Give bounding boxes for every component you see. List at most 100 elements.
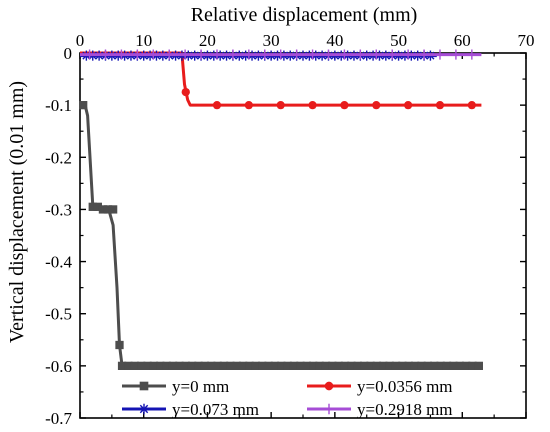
data-point-shape — [137, 361, 146, 370]
data-point — [387, 49, 398, 60]
data-point — [315, 361, 324, 370]
data-point — [243, 49, 254, 60]
data-point — [379, 361, 388, 370]
data-point — [270, 361, 280, 370]
data-point-shape — [115, 340, 124, 350]
data-point-shape — [194, 361, 203, 370]
data-point-shape — [149, 361, 159, 370]
legend-swatch-marker — [139, 381, 149, 391]
data-point-shape — [347, 361, 356, 370]
data-point-shape — [430, 361, 439, 370]
data-point — [430, 361, 439, 370]
data-point — [238, 361, 248, 370]
data-point — [334, 361, 343, 370]
data-point — [466, 49, 477, 60]
data-point-shape — [340, 101, 349, 110]
data-point-shape — [103, 205, 113, 214]
data-point-shape — [283, 361, 292, 370]
data-point — [180, 49, 191, 60]
data-point — [181, 87, 190, 97]
data-point-shape — [162, 361, 171, 370]
data-point — [302, 361, 311, 370]
data-point — [164, 49, 175, 60]
data-point-shape — [328, 361, 337, 370]
y-axis-title: Vertical displacement (0.01 mm) — [6, 81, 28, 343]
data-point-shape — [436, 361, 445, 370]
data-point — [435, 101, 445, 110]
data-point — [143, 361, 152, 370]
legend-label: y=0.0356 mm — [357, 377, 453, 396]
data-point — [148, 49, 159, 60]
data-point — [100, 49, 111, 60]
data-point-shape — [423, 361, 433, 370]
data-point-shape — [108, 205, 118, 214]
data-point — [195, 49, 207, 60]
data-point — [308, 101, 317, 110]
data-point-shape — [334, 361, 343, 370]
y-tick-label: -0.1 — [45, 96, 72, 115]
data-point — [207, 361, 216, 370]
legend-item: y=0.073 mm — [122, 400, 259, 419]
data-point — [423, 361, 433, 370]
data-point-shape — [213, 361, 222, 370]
data-point — [84, 49, 95, 60]
legend-swatch-marker — [324, 381, 334, 391]
data-point — [181, 361, 190, 370]
data-point-shape — [474, 361, 483, 370]
data-point — [353, 361, 362, 370]
data-point-shape — [143, 361, 152, 370]
data-point — [211, 49, 223, 60]
data-point-shape — [277, 361, 286, 370]
data-point — [404, 361, 413, 370]
data-point — [93, 202, 102, 211]
data-point — [264, 361, 273, 370]
data-point — [245, 361, 254, 370]
x-tick-label: 70 — [518, 31, 535, 50]
data-point — [296, 361, 305, 370]
data-point-shape — [309, 361, 318, 370]
data-point — [371, 49, 382, 60]
data-point — [391, 361, 401, 370]
data-point-shape — [435, 101, 445, 110]
x-tick-label: 50 — [390, 31, 407, 50]
data-point — [168, 361, 178, 370]
data-point — [124, 361, 133, 370]
data-point — [88, 202, 97, 211]
data-point-shape — [289, 361, 299, 370]
data-point-shape — [245, 361, 254, 370]
series-y-0-0356-mm — [80, 51, 482, 110]
data-point-shape — [385, 361, 394, 370]
data-point — [132, 49, 143, 60]
data-point-shape — [366, 361, 375, 370]
data-point — [79, 101, 88, 110]
data-point-shape — [251, 361, 260, 370]
data-point — [307, 49, 318, 60]
data-point-shape — [455, 361, 464, 370]
x-axis-title: Relative displacement (mm) — [191, 4, 418, 26]
legend-label: y=0.073 mm — [172, 400, 259, 419]
data-point — [449, 361, 458, 370]
data-point — [339, 49, 350, 60]
data-point-shape — [181, 361, 190, 370]
data-point-shape — [175, 361, 184, 370]
data-point — [468, 361, 477, 370]
data-point — [366, 361, 375, 370]
data-point-shape — [391, 361, 401, 370]
series-y-0-mm — [79, 101, 483, 370]
y-tick-label: -0.5 — [45, 305, 72, 324]
data-point-shape — [315, 361, 324, 370]
data-point — [289, 361, 299, 370]
data-point — [276, 101, 285, 110]
legend-swatch-marker-shape — [324, 381, 334, 391]
data-point — [398, 361, 407, 370]
data-point-shape — [417, 361, 426, 370]
data-point — [103, 205, 113, 214]
data-point — [213, 361, 222, 370]
data-point-shape — [181, 87, 190, 97]
data-point-shape — [461, 361, 471, 370]
data-point — [442, 361, 452, 370]
data-point-shape — [244, 101, 253, 110]
data-point-shape — [398, 361, 407, 370]
data-point — [108, 205, 118, 214]
